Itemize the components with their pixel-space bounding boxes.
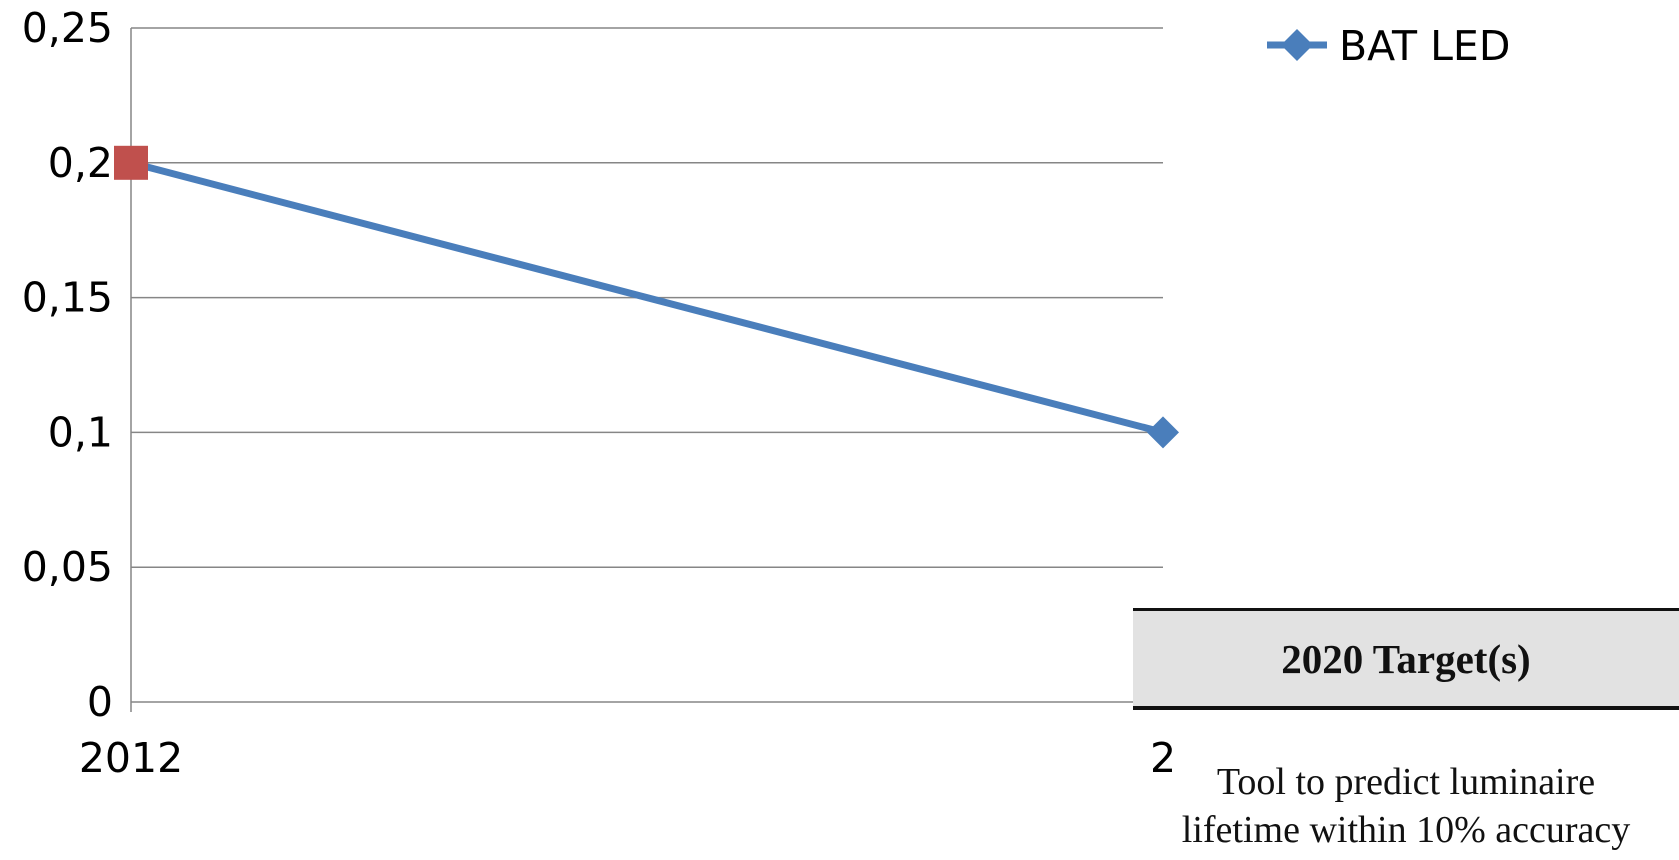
y-tick-label: 0 [87,678,113,726]
y-tick-label: 0,1 [48,408,113,456]
start-point-square-marker [114,145,148,180]
axes [130,28,1163,712]
series-group [114,145,1179,449]
legend-label: BAT LED [1339,22,1510,70]
target-body-line-1: Tool to predict luminaire [1216,761,1596,803]
target-body-line-2: lifetime within 10% accuracy [1181,809,1631,851]
y-tick-label: 0,15 [22,274,113,322]
series-point-marker [1147,416,1179,449]
x-tick-labels: 2012 2 [79,734,1176,782]
x-tick-label: 2012 [79,734,183,782]
y-tick-label: 0,2 [48,139,113,187]
series-line [130,159,1164,436]
x-tick-label: 2 [1150,734,1176,782]
y-tick-label: 0,05 [22,543,113,591]
legend: BAT LED [1267,22,1510,70]
target-header-box: 2020 Target(s) [1133,608,1679,710]
target-header: 2020 Target(s) [1281,635,1531,682]
y-tick-label: 0,25 [22,4,113,52]
y-tick-labels: 0 0,05 0,1 0,15 0,2 0,25 [22,4,113,726]
legend-diamond-marker [1281,29,1313,61]
target-body: Tool to predict luminaire lifetime withi… [1133,758,1679,854]
